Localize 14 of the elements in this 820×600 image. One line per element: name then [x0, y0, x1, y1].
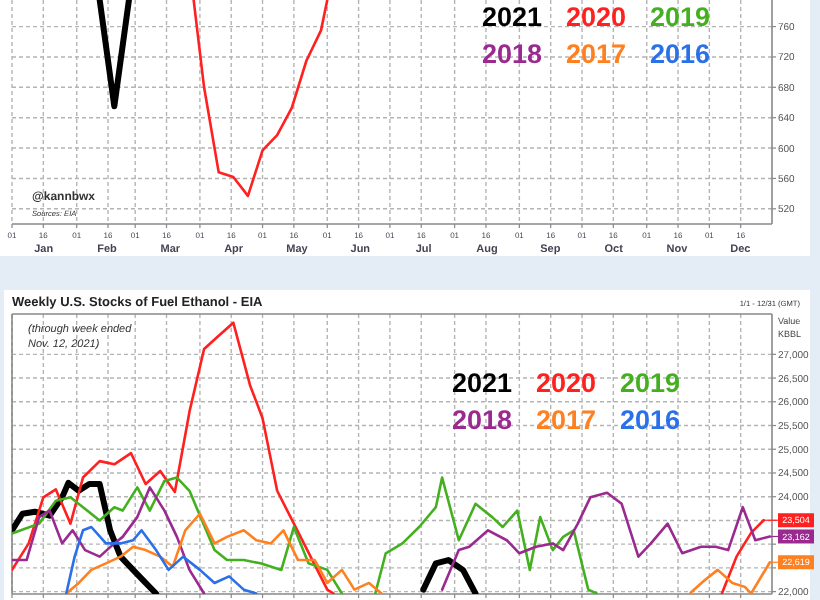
text: 2016 [619, 405, 681, 435]
legend-label: 2016 [649, 39, 711, 69]
text: 2020 [535, 368, 596, 398]
line-series [192, 0, 329, 198]
text: 2020 [565, 2, 626, 32]
text: 2019 [619, 368, 680, 398]
legend-label: 2017 [565, 39, 626, 69]
legend-label: 2019 [649, 2, 710, 32]
text: 2021 [481, 2, 543, 32]
legend-label: 2018 [481, 39, 543, 69]
line-series [64, 525, 258, 594]
text: 2018 [451, 405, 513, 435]
text: 2021 [451, 368, 513, 398]
text: 2017 [535, 405, 596, 435]
